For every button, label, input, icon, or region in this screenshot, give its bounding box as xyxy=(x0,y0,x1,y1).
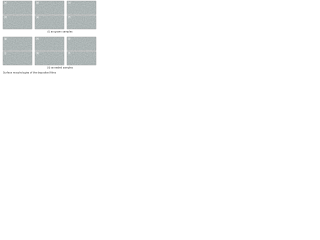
figure-content: (a) (b) (c) (d) (e) (f) (i) as-grown samples (g… xyxy=(2,0,97,75)
micrograph xyxy=(67,51,96,65)
panel-label: (l) xyxy=(68,52,70,55)
panel-label: (e) xyxy=(36,16,39,19)
panel-label: (j) xyxy=(4,52,7,55)
micrograph xyxy=(67,1,96,15)
panel-label: (k) xyxy=(36,52,39,55)
micrograph xyxy=(35,15,64,29)
micrograph xyxy=(35,51,64,65)
subcaption: (ii) annealed samples xyxy=(47,67,73,70)
micrograph xyxy=(3,37,32,51)
panel-label: (b) xyxy=(36,1,39,4)
panel-label: (g) xyxy=(4,37,7,40)
panel-label: (i) xyxy=(68,37,70,40)
micrograph xyxy=(67,15,96,29)
caption: Surface morphologies of the deposited fi… xyxy=(3,72,57,75)
panel-label: (a) xyxy=(4,1,7,4)
figure: (a) (b) (c) (d) (e) (f) (i) as-grown samples (g… xyxy=(2,0,97,75)
micrograph xyxy=(3,51,32,65)
subcaption: (i) as-grown samples xyxy=(48,31,74,34)
micrograph xyxy=(35,1,64,15)
micrograph xyxy=(3,1,32,15)
panel-label: (h) xyxy=(36,37,39,40)
panel-label: (d) xyxy=(4,16,7,19)
micrograph xyxy=(35,37,64,51)
micrograph xyxy=(3,15,32,29)
panel-label: (f) xyxy=(68,16,71,19)
panel-label: (c) xyxy=(68,1,71,4)
micrograph xyxy=(67,37,96,51)
